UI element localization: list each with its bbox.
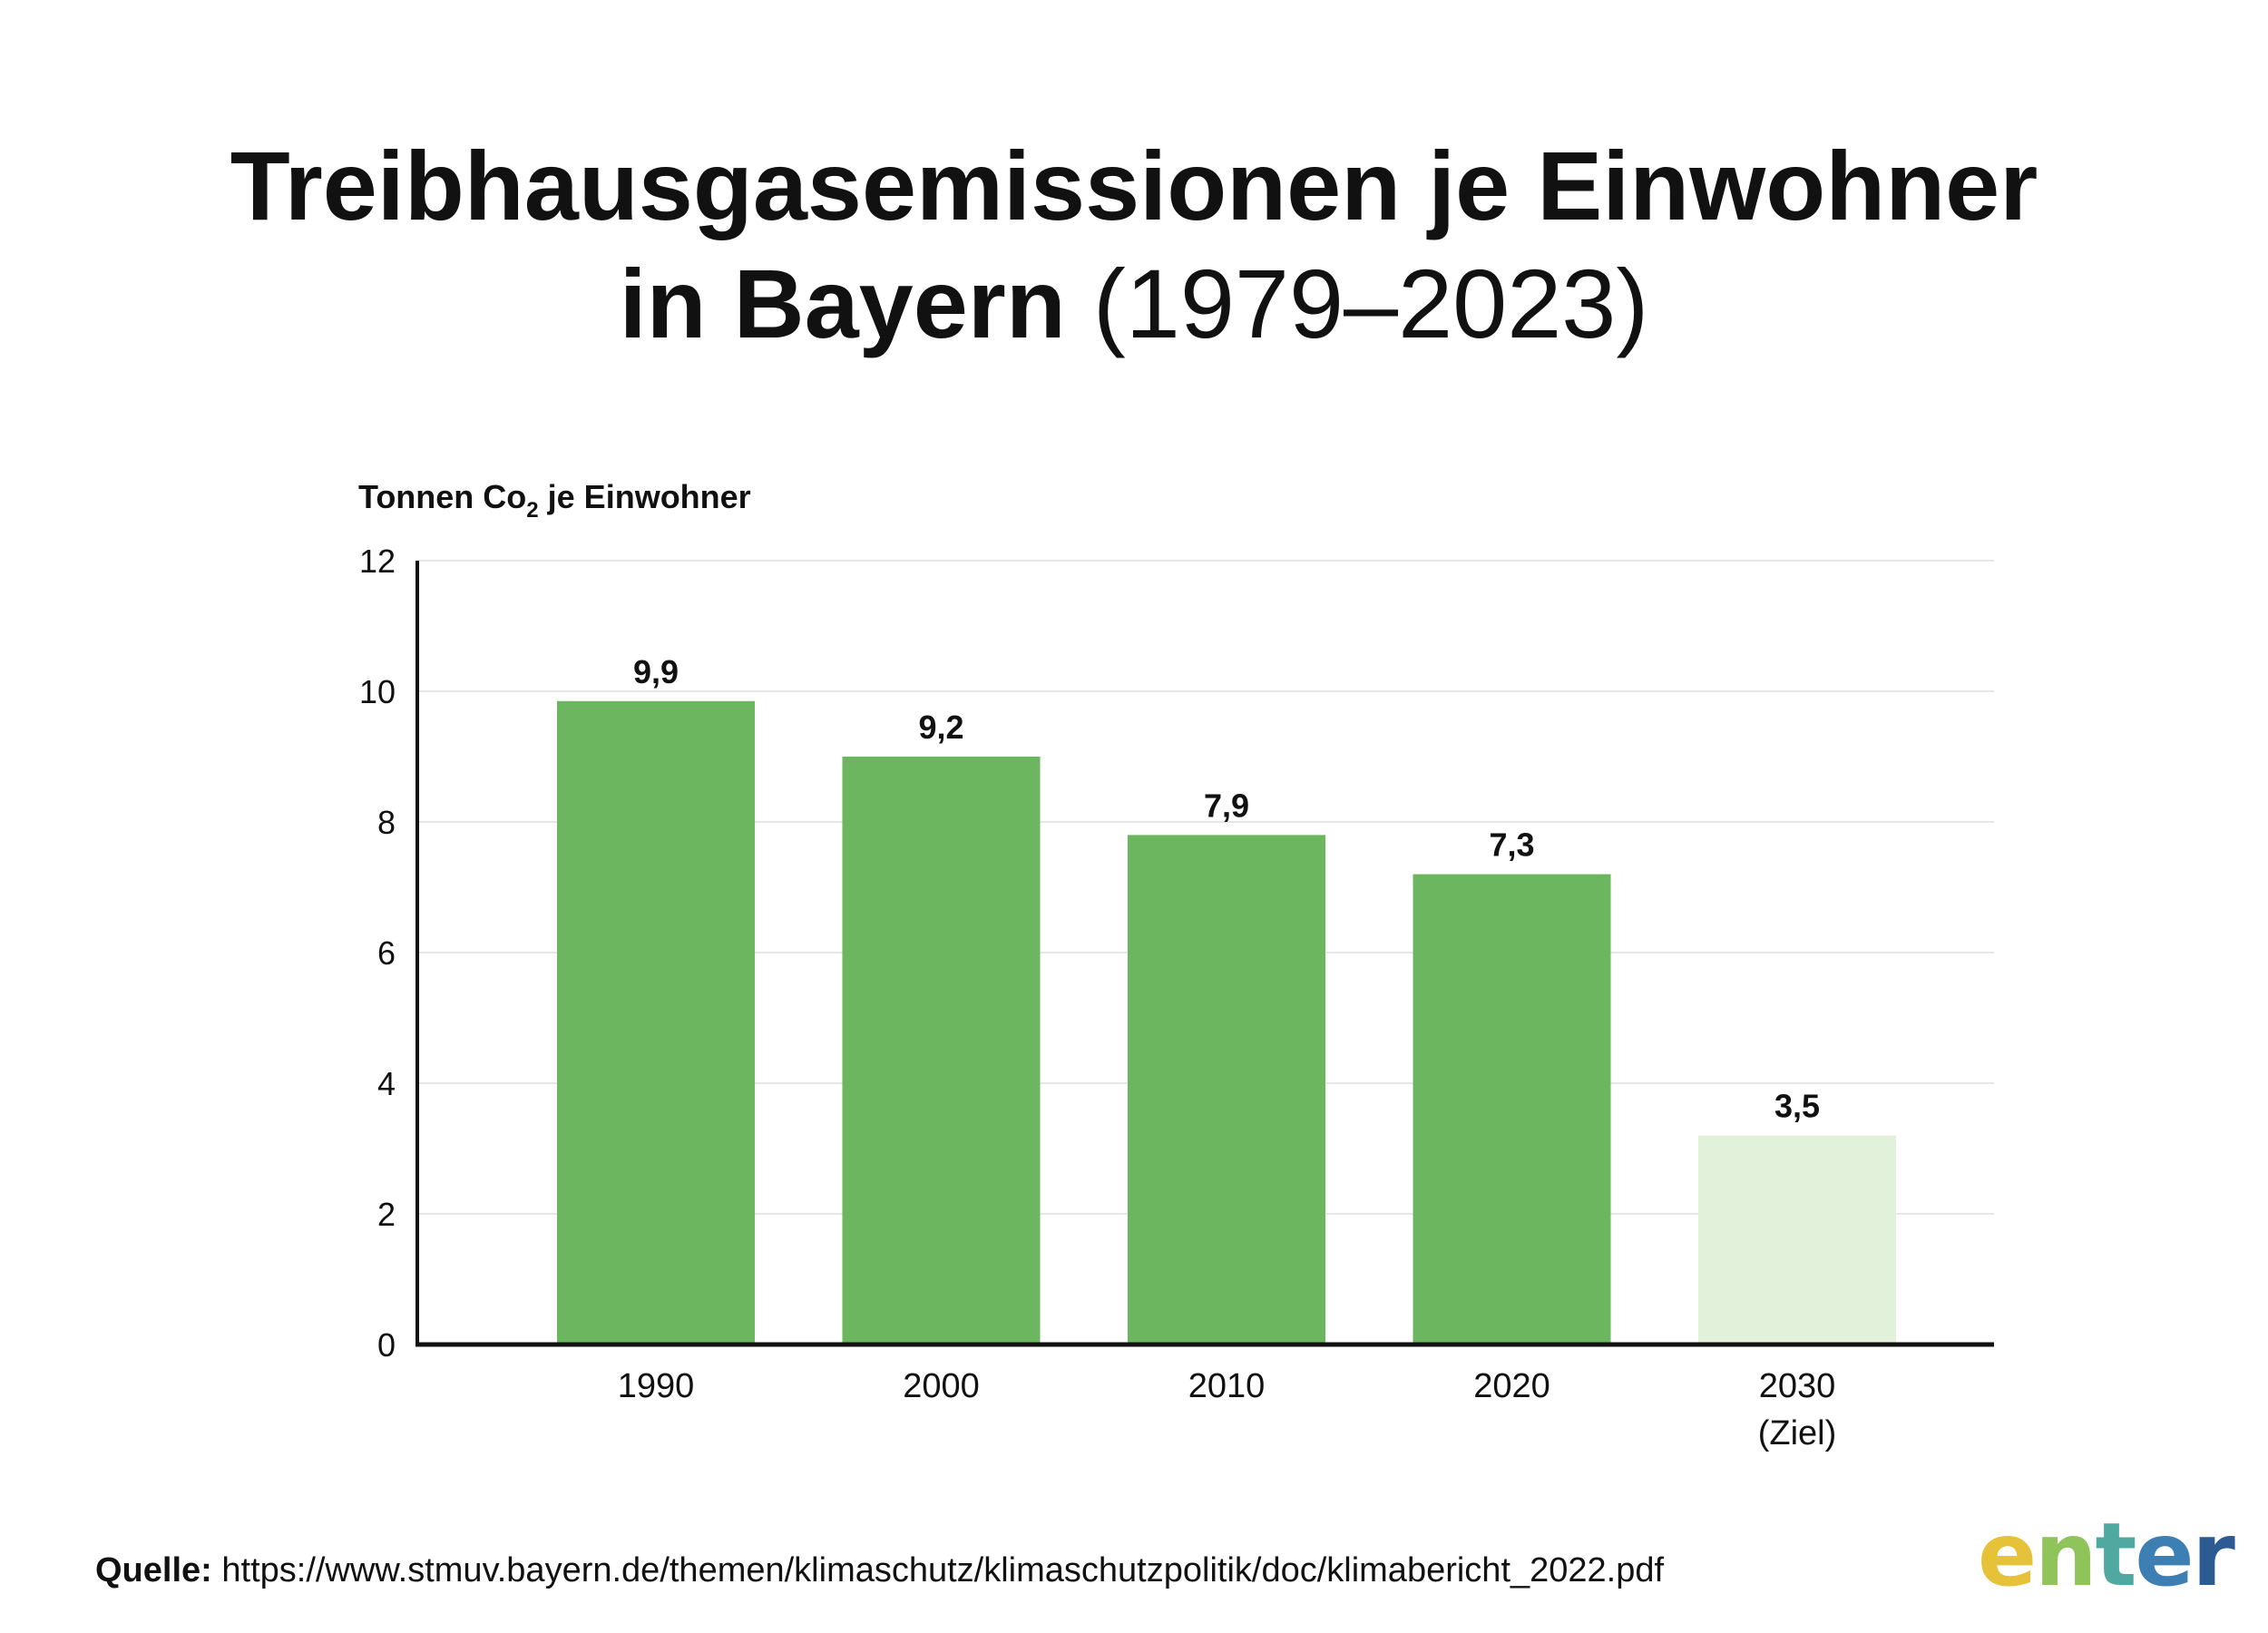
- logo-letter: r: [2192, 1504, 2234, 1606]
- x-tick-label: (Ziel): [1758, 1414, 1837, 1452]
- bars: [557, 700, 1896, 1345]
- x-tick-label: 2030: [1759, 1367, 1836, 1405]
- x-tick-label: 1990: [618, 1367, 695, 1405]
- bar: [1698, 1135, 1896, 1345]
- bar: [1128, 835, 1325, 1345]
- logo-letter: n: [2035, 1504, 2097, 1606]
- y-tick-label: 0: [377, 1326, 396, 1364]
- x-axis-ticks: 1990 2000 2010 2020 2030 (Ziel): [618, 1367, 1837, 1452]
- logo-letter: t: [2095, 1504, 2136, 1606]
- title-region: in Bayern: [619, 249, 1066, 358]
- y-axis-label-main: Tonnen Co: [358, 478, 526, 515]
- source-label: Quelle:: [95, 1551, 212, 1589]
- title-line-2: in Bayern (1979–2023): [0, 245, 2268, 363]
- y-axis-label-subscript: 2: [526, 498, 538, 523]
- value-label: 3,5: [1774, 1088, 1820, 1125]
- value-label: 7,9: [1204, 787, 1249, 824]
- y-axis-label: Tonnen Co2 je Einwohner: [358, 478, 751, 523]
- logo-letter: e: [1978, 1504, 2037, 1606]
- source-url[interactable]: https://www.stmuv.bayern.de/themen/klima…: [221, 1551, 1665, 1589]
- y-axis-label-rest: je Einwohner: [539, 478, 751, 515]
- value-label: 7,3: [1489, 826, 1534, 864]
- enter-logo: enter: [1978, 1504, 2235, 1606]
- value-label: 9,9: [633, 653, 679, 690]
- bar: [557, 700, 755, 1345]
- value-label: 9,2: [918, 709, 963, 746]
- x-tick-label: 2010: [1188, 1367, 1266, 1405]
- y-tick-label: 12: [359, 543, 396, 580]
- title-line-1: Treibhausgasemissionen je Einwohner: [230, 131, 2038, 240]
- source-note: Quelle: https://www.stmuv.bayern.de/them…: [95, 1551, 1664, 1590]
- y-tick-label: 8: [377, 804, 396, 841]
- title-years: (1979–2023): [1092, 249, 1649, 358]
- y-tick-label: 2: [377, 1196, 396, 1233]
- y-tick-label: 10: [359, 673, 396, 710]
- x-tick-label: 2000: [903, 1367, 980, 1405]
- y-tick-label: 6: [377, 934, 396, 972]
- bar: [842, 757, 1041, 1345]
- logo-letter: e: [2135, 1504, 2194, 1606]
- bar: [1413, 874, 1611, 1345]
- value-labels: 9,9 9,2 7,9 7,3 3,5: [633, 653, 1820, 1125]
- x-tick-label: 2020: [1473, 1367, 1550, 1405]
- chart-title: Treibhausgasemissionen je Einwohner in B…: [0, 127, 2268, 363]
- y-tick-label: 4: [377, 1065, 396, 1102]
- y-axis-ticks: 0 2 4 6 8 10 12: [359, 543, 396, 1364]
